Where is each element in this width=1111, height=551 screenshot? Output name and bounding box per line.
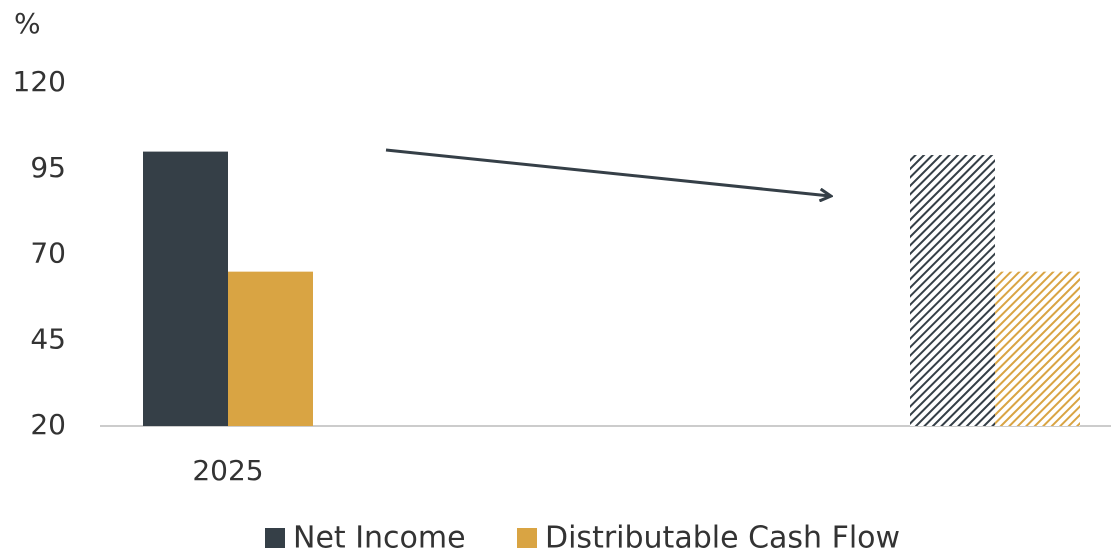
y-tick-label: 120 bbox=[13, 65, 66, 98]
y-tick-label: 95 bbox=[30, 151, 66, 184]
legend-swatch bbox=[517, 528, 537, 548]
y-axis-label: % bbox=[14, 7, 41, 40]
legend-label: Net Income bbox=[293, 521, 466, 551]
bar bbox=[995, 271, 1080, 426]
y-tick-label: 70 bbox=[30, 237, 66, 270]
bar bbox=[143, 151, 228, 426]
bar bbox=[910, 155, 995, 426]
x-tick-label: 2025 bbox=[192, 454, 263, 487]
legend-swatch bbox=[265, 528, 285, 548]
y-tick-label: 45 bbox=[30, 322, 66, 355]
trend-arrow bbox=[385, 148, 830, 196]
legend-label: Distributable Cash Flow bbox=[545, 521, 900, 551]
bar bbox=[228, 271, 313, 426]
y-tick-label: 20 bbox=[30, 408, 66, 441]
legend: Net Income Distributable Cash Flow bbox=[265, 521, 900, 551]
